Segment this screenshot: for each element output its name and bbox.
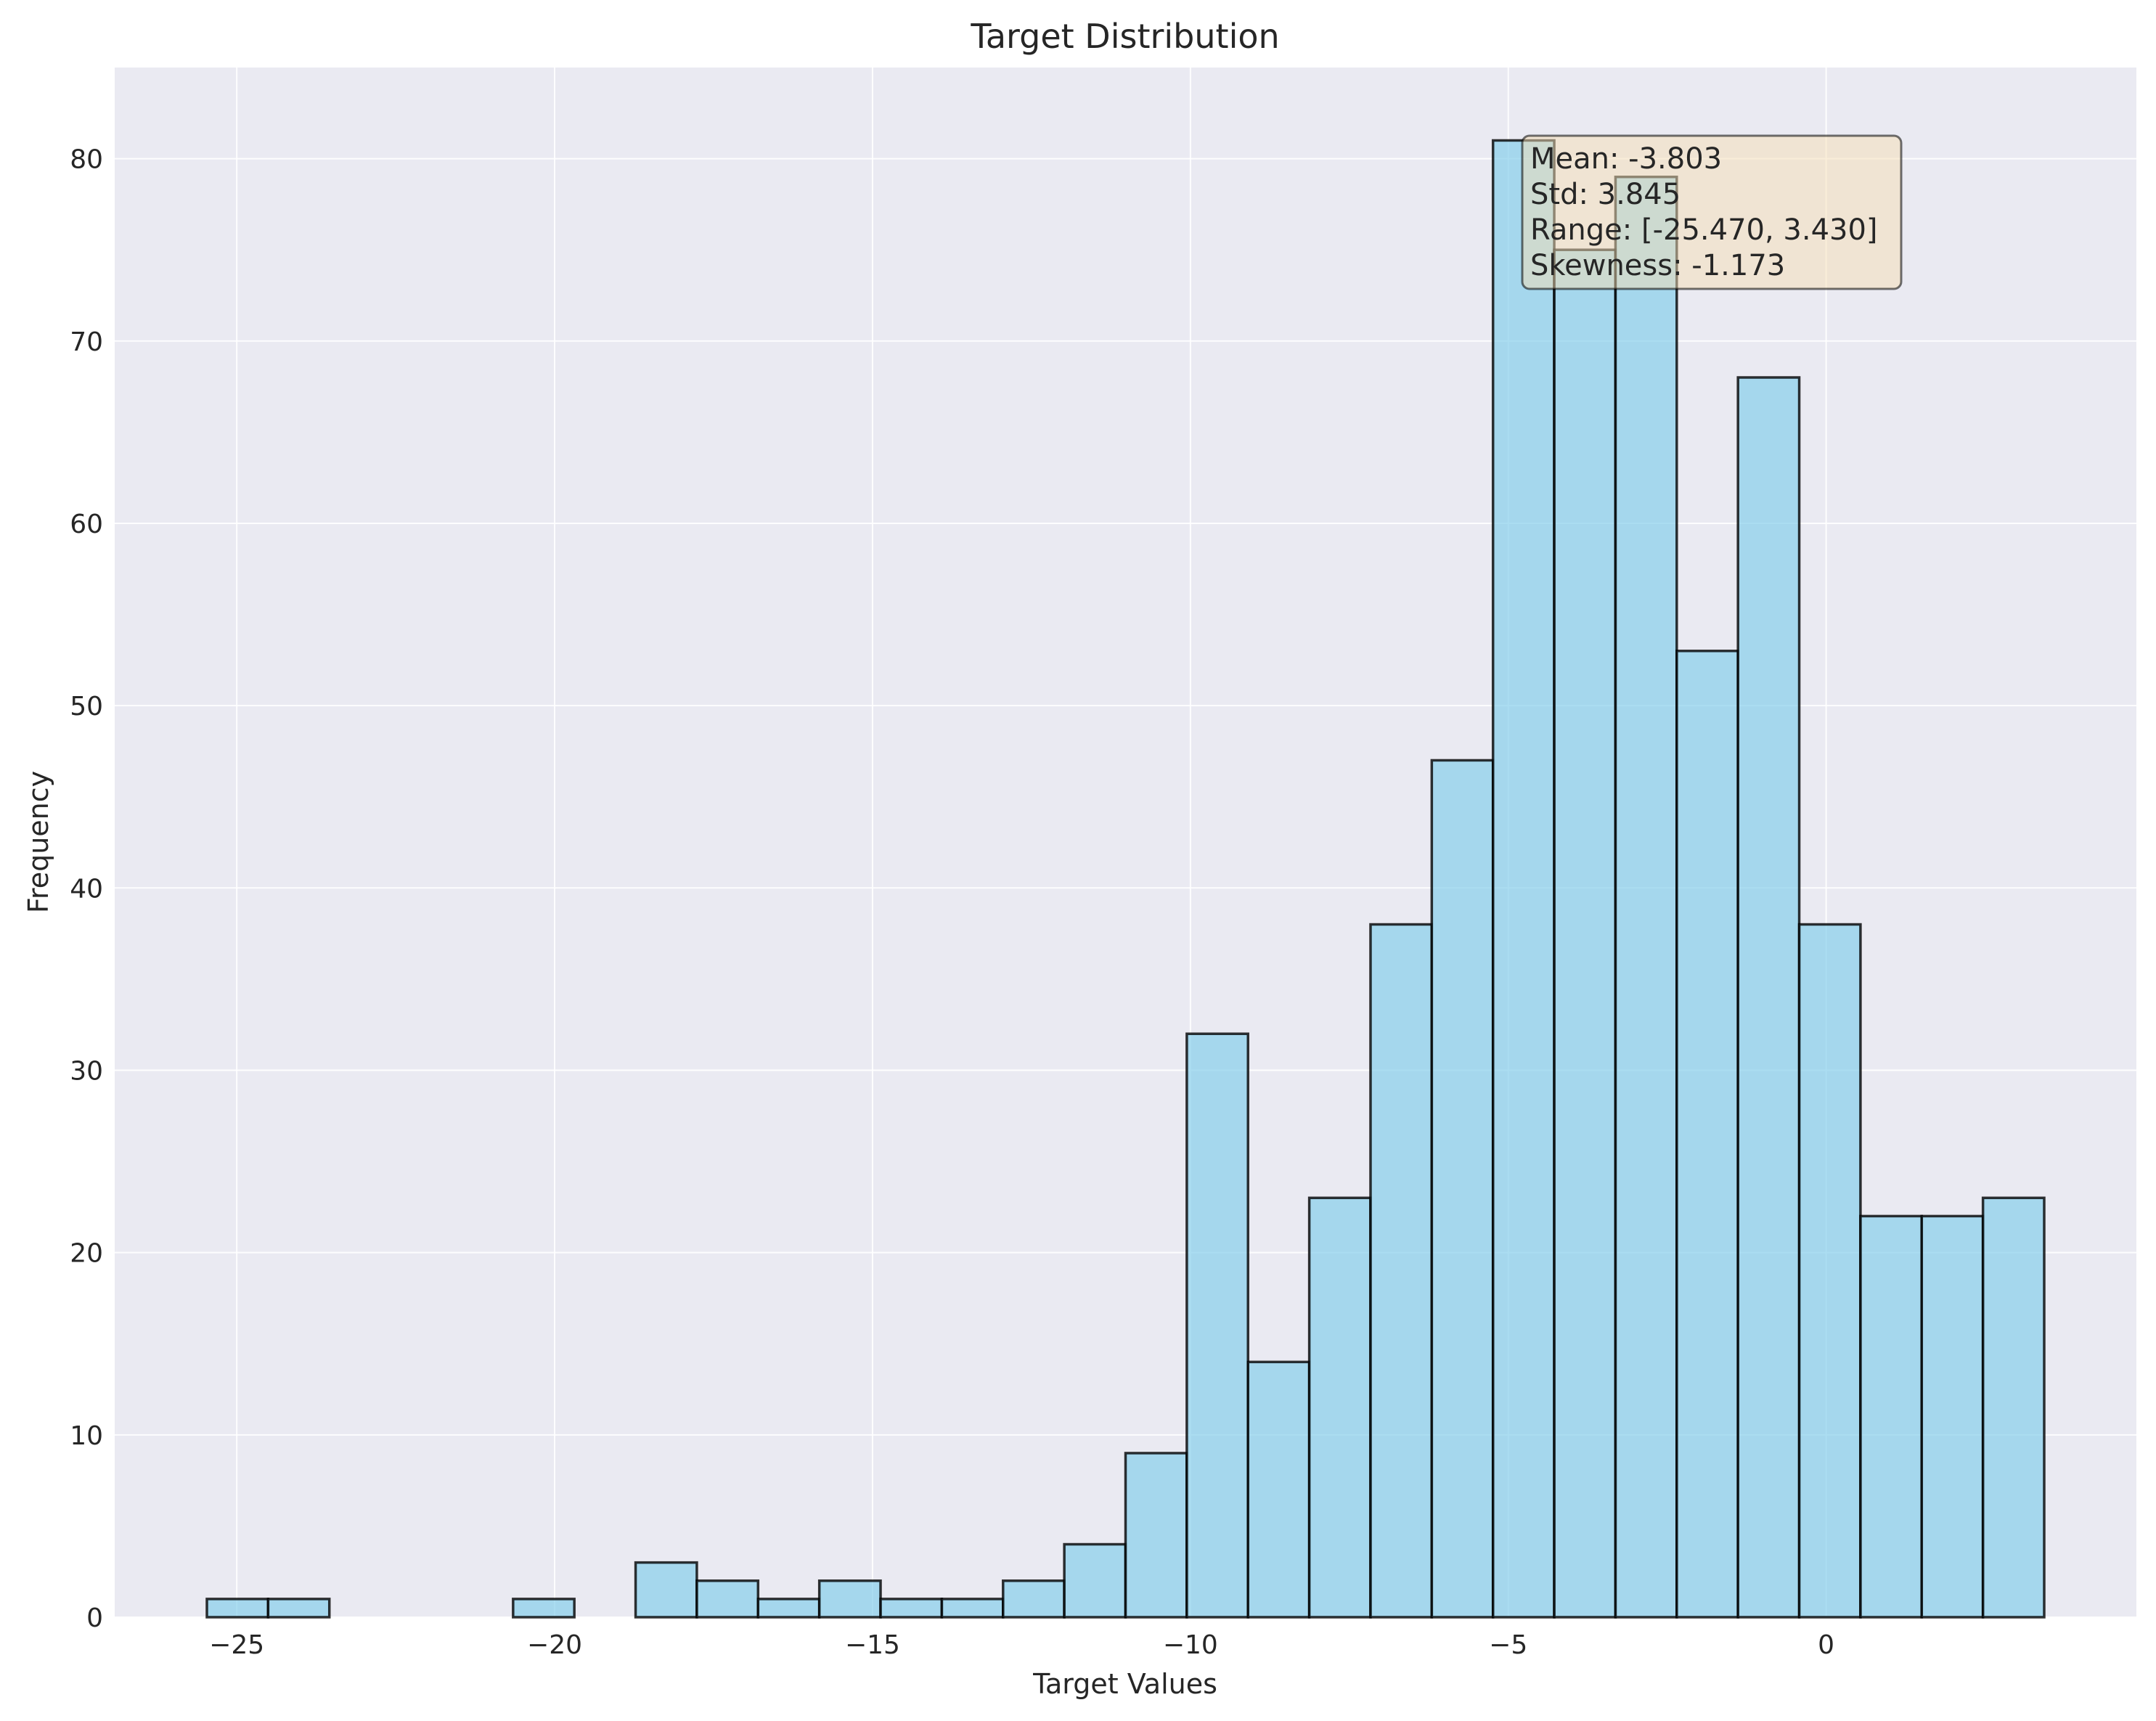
histogram-bar: [1614, 175, 1678, 1619]
y-tick-label: 70: [70, 327, 103, 357]
stats-box: Mean: -3.803 Std: 3.845 Range: [-25.470,…: [1521, 134, 1903, 290]
histogram-bar: [879, 1598, 944, 1619]
y-tick-labels: 0 10 20 30 40 50 60 70 80: [70, 145, 103, 1633]
histogram-bar: [940, 1598, 1005, 1619]
histogram-bar: [695, 1579, 760, 1619]
y-tick-label: 20: [70, 1239, 103, 1269]
stats-skewness: Skewness: -1.173: [1530, 249, 1785, 282]
stats-box-background: [1521, 134, 1903, 290]
y-tick-label: 40: [70, 874, 103, 904]
histogram-bar: [266, 1598, 331, 1619]
bars-layer: [205, 139, 2046, 1619]
histogram-bar: [1430, 759, 1495, 1619]
x-tick-label: 0: [1818, 1630, 1834, 1660]
y-tick-label: 80: [70, 145, 103, 175]
histogram-bar: [634, 1561, 698, 1619]
histogram-bar: [1491, 139, 1556, 1619]
histogram-bar: [1246, 1360, 1311, 1619]
chart-title: Target Distribution: [970, 17, 1279, 56]
histogram-bar: [1981, 1196, 2046, 1619]
histogram-bar: [1736, 376, 1801, 1619]
y-tick-label: 60: [70, 510, 103, 539]
y-tick-label: 30: [70, 1056, 103, 1086]
histogram-bar: [1859, 1214, 1924, 1619]
stats-std: Std: 3.845: [1530, 178, 1681, 211]
histogram-bar: [1185, 1032, 1249, 1619]
histogram-bar: [1063, 1542, 1127, 1619]
histogram-bar: [1369, 923, 1434, 1619]
histogram-bar: [512, 1598, 576, 1619]
x-tick-label: −5: [1489, 1630, 1527, 1660]
x-tick-label: −20: [527, 1630, 582, 1660]
y-axis-label: Frequency: [23, 771, 54, 913]
x-tick-labels: −25 −20 −15 −10 −5 0: [209, 1630, 1834, 1660]
y-tick-label: 10: [70, 1421, 103, 1451]
histogram-bar: [1920, 1214, 1985, 1619]
x-tick-label: −15: [845, 1630, 900, 1660]
histogram-bar: [1797, 923, 1862, 1619]
histogram-bar: [1002, 1579, 1066, 1619]
histogram-bar: [1124, 1452, 1188, 1619]
histogram-bar: [1675, 650, 1739, 1619]
histogram-bar: [1307, 1196, 1372, 1619]
y-tick-label: 0: [86, 1603, 103, 1633]
x-axis-label: Target Values: [1032, 1668, 1217, 1700]
stats-range: Range: [-25.470, 3.430]: [1530, 213, 1878, 247]
stats-mean: Mean: -3.803: [1530, 142, 1722, 176]
histogram-bar: [1553, 248, 1617, 1619]
histogram-bar: [205, 1598, 270, 1619]
x-tick-label: −10: [1163, 1630, 1218, 1660]
histogram-bar: [756, 1598, 821, 1619]
histogram-bar: [817, 1579, 882, 1619]
y-tick-label: 50: [70, 692, 103, 721]
x-tick-label: −25: [209, 1630, 264, 1660]
